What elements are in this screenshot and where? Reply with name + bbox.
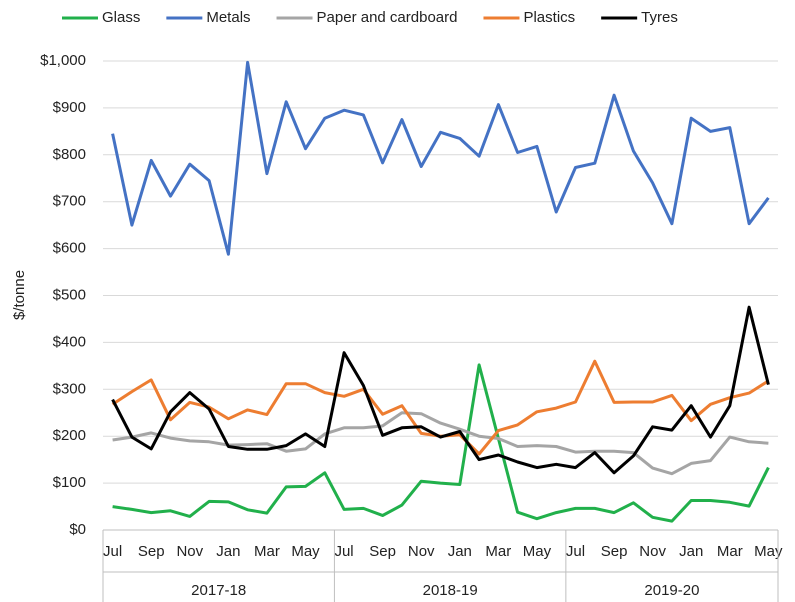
- y-tick-label: $0: [69, 521, 86, 538]
- series-line: [112, 411, 769, 476]
- x-tick-label: Sep: [138, 543, 165, 560]
- y-tick-label: $700: [53, 193, 86, 210]
- x-tick-label: Sep: [601, 543, 628, 560]
- y-axis-label: $/tonne: [11, 270, 28, 320]
- x-tick-label: Jul: [334, 543, 353, 560]
- x-tick-label: Nov: [408, 543, 435, 560]
- x-tick-label: Nov: [176, 543, 203, 560]
- legend-label: Metals: [206, 9, 250, 26]
- y-tick-label: $800: [53, 146, 86, 163]
- x-tick-label: May: [754, 543, 783, 560]
- x-tick-label: Jan: [216, 543, 240, 560]
- series-line: [111, 359, 770, 456]
- x-tick-label: Sep: [369, 543, 396, 560]
- x-tick-label: Mar: [485, 543, 511, 560]
- y-tick-label: $900: [53, 99, 86, 116]
- series-line: [111, 60, 770, 256]
- y-tick-label: $600: [53, 240, 86, 257]
- series-line: [112, 363, 770, 523]
- x-tick-label: Jan: [679, 543, 703, 560]
- x-tick-label: Jul: [103, 543, 122, 560]
- legend-label: Paper and cardboard: [317, 9, 458, 26]
- y-tick-label: $400: [53, 333, 86, 350]
- y-tick-label: $100: [53, 474, 86, 491]
- y-tick-label: $200: [53, 427, 86, 444]
- group-label: 2019-20: [644, 582, 699, 599]
- x-tick-label: Jul: [566, 543, 585, 560]
- x-tick-label: Mar: [717, 543, 743, 560]
- y-tick-label: $500: [53, 286, 86, 303]
- series-line: [111, 305, 770, 475]
- legend-label: Plastics: [523, 9, 575, 26]
- x-tick-label: May: [291, 543, 320, 560]
- x-tick-label: May: [523, 543, 552, 560]
- x-tick-label: Jan: [448, 543, 472, 560]
- legend-label: Glass: [102, 9, 140, 26]
- y-tick-label: $300: [53, 380, 86, 397]
- x-tick-label: Nov: [639, 543, 666, 560]
- x-tick-label: Mar: [254, 543, 280, 560]
- legend-label: Tyres: [641, 9, 678, 26]
- y-tick-label: $1,000: [40, 52, 86, 69]
- group-label: 2018-19: [423, 582, 478, 599]
- group-label: 2017-18: [191, 582, 246, 599]
